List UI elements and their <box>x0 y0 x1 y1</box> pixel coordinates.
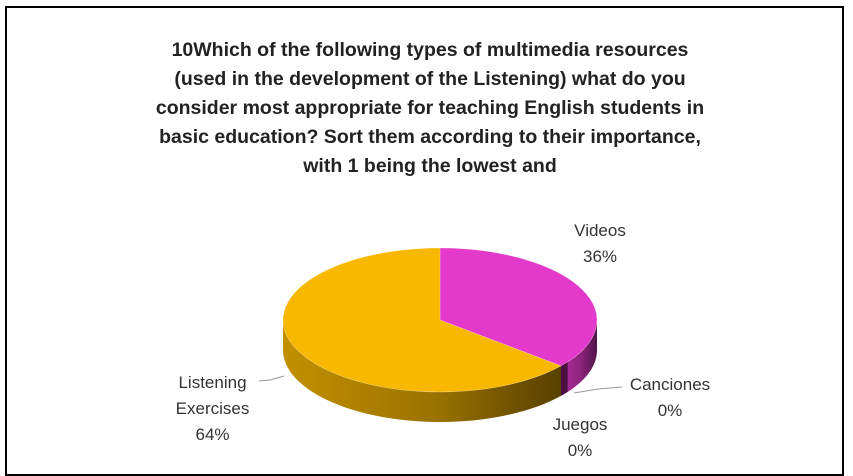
label-canciones-pct: 0% <box>657 401 683 420</box>
title-line-4: basic education? Sort them according to … <box>159 126 701 148</box>
label-listening-name-1: Listening <box>178 373 247 392</box>
label-videos-name: Videos <box>574 221 626 240</box>
title-line-2: (used in the development of the Listenin… <box>174 68 686 90</box>
label-videos-pct: 36% <box>582 247 618 266</box>
slice-side-edge <box>560 361 568 396</box>
label-juegos-pct: 0% <box>567 441 593 460</box>
leader-line-canciones <box>573 386 623 394</box>
label-juegos-name: Juegos <box>552 415 608 434</box>
label-videos: Videos 36% <box>555 218 645 270</box>
slice-side-3 <box>283 320 561 422</box>
title-line-1: 10Which of the following types of multim… <box>171 39 689 61</box>
title-line-5: with 1 being the lowest and <box>303 155 557 177</box>
chart-title: 10Which of the following types of multim… <box>60 36 800 181</box>
label-canciones: Canciones 0% <box>620 372 720 424</box>
label-listening-name-2: Exercises <box>175 399 250 418</box>
title-line-3: consider most appropriate for teaching E… <box>155 97 705 119</box>
label-canciones-name: Canciones <box>629 375 711 394</box>
label-listening-exercises: Listening Exercises 64% <box>150 370 275 448</box>
leader-line-listening <box>258 375 285 382</box>
label-listening-pct: 64% <box>195 425 230 444</box>
slice-listening-exercises <box>282 247 562 393</box>
label-juegos: Juegos 0% <box>540 412 620 464</box>
slice-side-0 <box>560 320 597 396</box>
slice-videos <box>439 247 598 367</box>
